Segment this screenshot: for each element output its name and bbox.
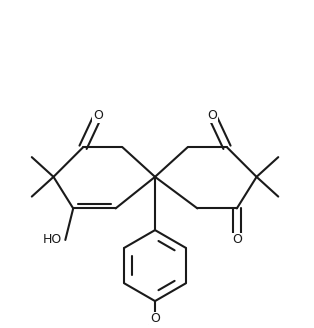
Text: O: O	[232, 234, 242, 246]
Text: O: O	[207, 109, 217, 122]
Text: O: O	[150, 312, 160, 325]
Text: O: O	[93, 109, 103, 122]
Text: HO: HO	[43, 234, 62, 246]
